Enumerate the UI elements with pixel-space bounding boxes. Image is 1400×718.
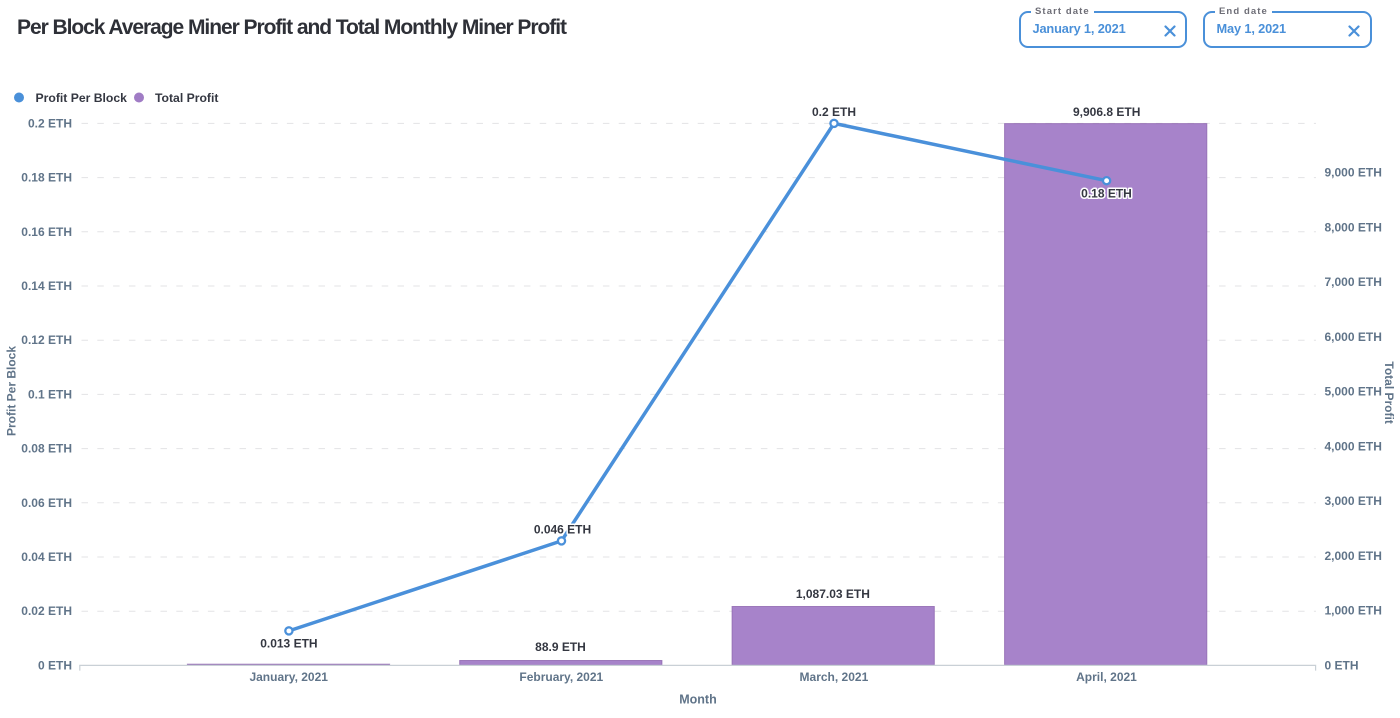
svg-text:0.04 ETH: 0.04 ETH [21, 550, 72, 564]
svg-text:0.16 ETH: 0.16 ETH [21, 225, 72, 239]
svg-text:0.2 ETH: 0.2 ETH [28, 116, 72, 130]
svg-text:0.06 ETH: 0.06 ETH [21, 496, 72, 510]
svg-text:Total Profit: Total Profit [1382, 361, 1396, 423]
svg-text:9,906.8 ETH: 9,906.8 ETH [1073, 105, 1140, 119]
svg-text:0 ETH: 0 ETH [1325, 658, 1359, 672]
svg-text:9,000 ETH: 9,000 ETH [1325, 166, 1382, 180]
svg-text:3,000 ETH: 3,000 ETH [1325, 494, 1382, 508]
svg-text:Month: Month [679, 693, 716, 707]
svg-text:0.013 ETH: 0.013 ETH [260, 637, 317, 651]
svg-text:0.2 ETH: 0.2 ETH [812, 105, 856, 119]
svg-text:0.14 ETH: 0.14 ETH [21, 279, 72, 293]
svg-text:1,087.03 ETH: 1,087.03 ETH [796, 587, 870, 601]
svg-text:0.18 ETH: 0.18 ETH [1081, 187, 1132, 201]
svg-text:2,000 ETH: 2,000 ETH [1325, 549, 1382, 563]
svg-text:5,000 ETH: 5,000 ETH [1325, 385, 1382, 399]
svg-text:Profit Per Block: Profit Per Block [36, 91, 128, 105]
svg-text:0.02 ETH: 0.02 ETH [21, 604, 72, 618]
svg-text:1,000 ETH: 1,000 ETH [1325, 604, 1382, 618]
svg-text:7,000 ETH: 7,000 ETH [1325, 275, 1382, 289]
svg-text:8,000 ETH: 8,000 ETH [1325, 220, 1382, 234]
svg-text:April, 2021: April, 2021 [1076, 670, 1137, 684]
svg-text:4,000 ETH: 4,000 ETH [1325, 439, 1382, 453]
svg-text:88.9 ETH: 88.9 ETH [535, 640, 586, 654]
svg-text:January, 2021: January, 2021 [249, 670, 328, 684]
svg-text:Total Profit: Total Profit [155, 91, 218, 105]
svg-text:0.1 ETH: 0.1 ETH [28, 387, 72, 401]
svg-text:0 ETH: 0 ETH [38, 658, 72, 672]
svg-text:0.046 ETH: 0.046 ETH [534, 523, 591, 537]
svg-text:0.08 ETH: 0.08 ETH [21, 442, 72, 456]
svg-text:Profit Per Block: Profit Per Block [5, 346, 19, 436]
svg-text:February, 2021: February, 2021 [519, 670, 603, 684]
svg-text:0.18 ETH: 0.18 ETH [21, 171, 72, 185]
svg-text:0.12 ETH: 0.12 ETH [21, 333, 72, 347]
svg-text:March, 2021: March, 2021 [800, 670, 869, 684]
svg-text:6,000 ETH: 6,000 ETH [1325, 330, 1382, 344]
